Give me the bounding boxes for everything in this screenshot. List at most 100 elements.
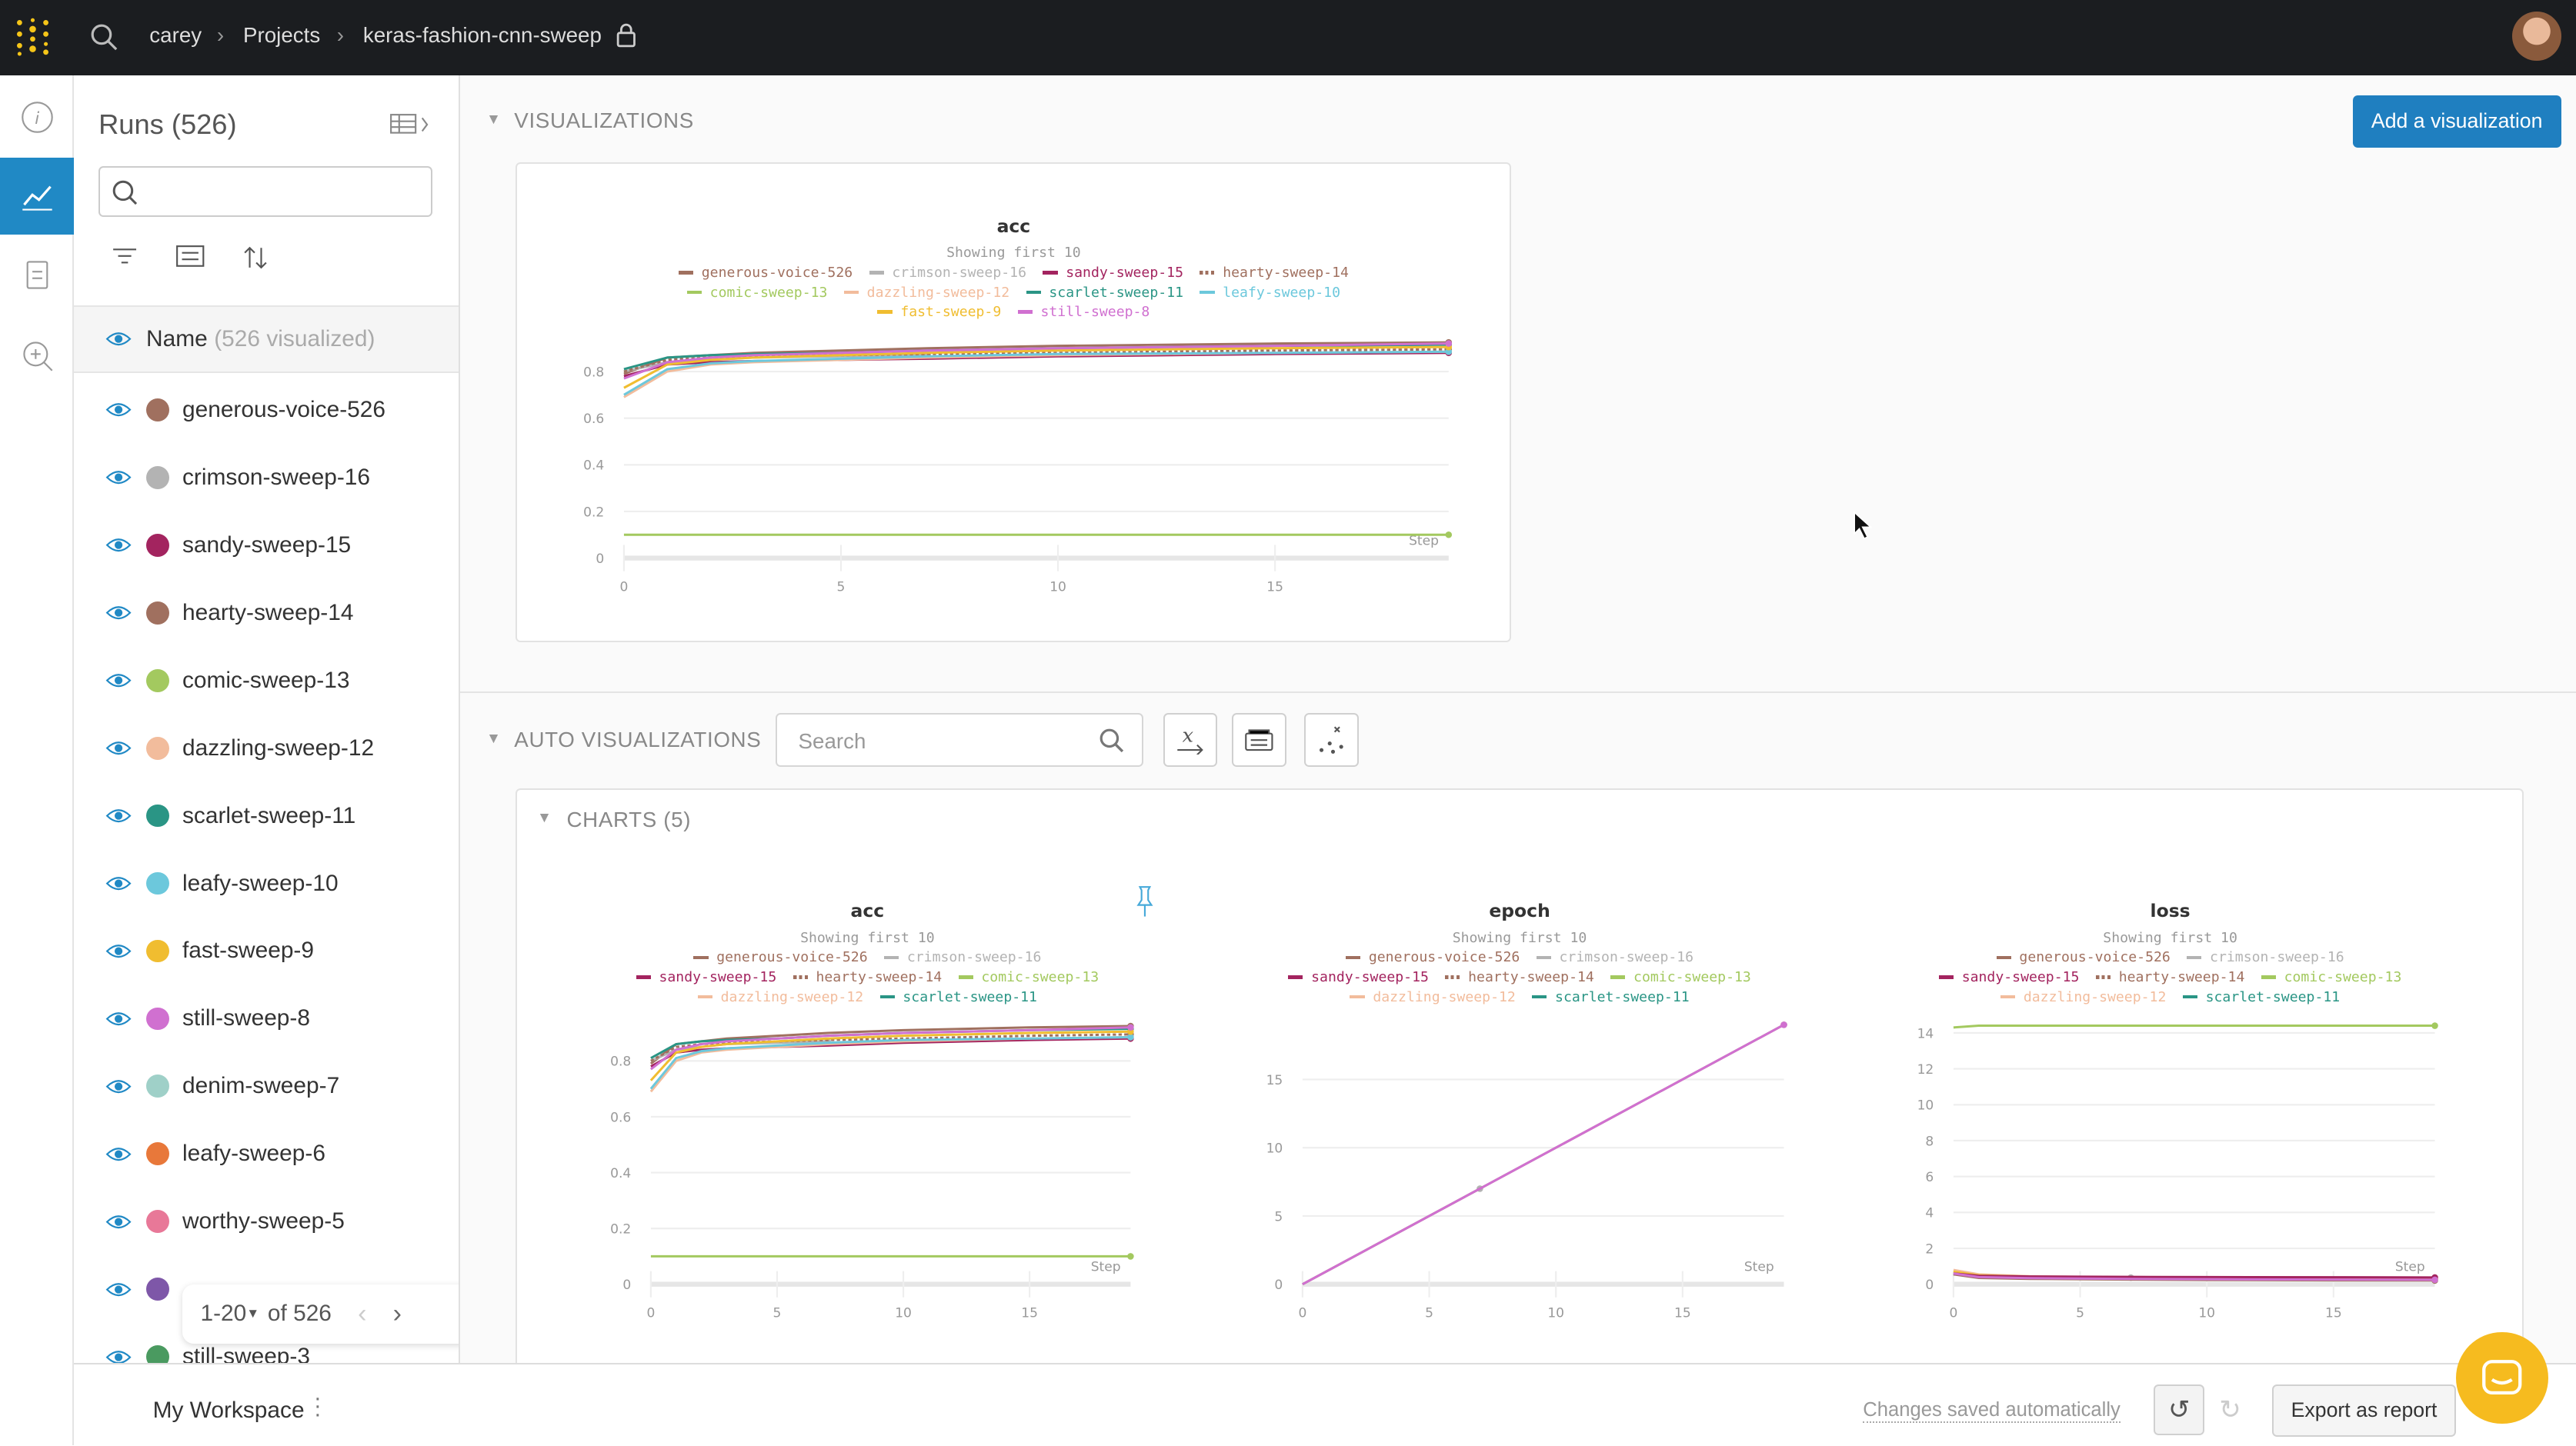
legend-item[interactable]: scarlet-sweep-11 <box>1532 989 1690 1005</box>
legend-item[interactable]: generous-voice-526 <box>1996 949 2171 965</box>
search-icon[interactable] <box>90 23 119 52</box>
run-color-dot[interactable] <box>146 1345 169 1364</box>
run-name[interactable]: generous-voice-526 <box>182 396 386 422</box>
kebab-menu-icon[interactable]: · · · <box>313 1384 322 1427</box>
charts-header[interactable]: CHARTS (5) <box>566 808 692 832</box>
eye-icon[interactable] <box>105 1011 132 1027</box>
chart-panel-acc[interactable] <box>516 162 1512 642</box>
legend-item[interactable]: fast-sweep-9 <box>877 304 1001 320</box>
eye-icon[interactable] <box>105 1078 132 1094</box>
run-row[interactable] <box>74 1256 459 1324</box>
eye-icon[interactable] <box>105 469 132 485</box>
legend-item[interactable]: dazzling-sweep-12 <box>2000 989 2166 1005</box>
run-color-dot[interactable] <box>146 804 169 828</box>
run-row[interactable]: still-sweep-3 <box>74 1324 459 1364</box>
series-line-fast-sweep-9[interactable] <box>649 1030 1131 1081</box>
breadcrumb-project[interactable]: keras-fashion-cnn-sweep <box>362 22 602 47</box>
workspace-name[interactable]: My Workspace <box>152 1397 305 1423</box>
sort-icon[interactable] <box>243 245 269 271</box>
series-line-still-sweep-8[interactable] <box>1302 1024 1785 1286</box>
legend-item[interactable]: crimson-sweep-16 <box>2187 949 2344 965</box>
legend-item[interactable]: sandy-sweep-15 <box>1288 969 1429 985</box>
export-report-button[interactable]: Export as report <box>2271 1384 2457 1438</box>
series-line-hearty-sweep-14[interactable] <box>649 1033 1131 1062</box>
breadcrumb-user[interactable]: carey <box>149 22 202 47</box>
run-name[interactable]: hearty-sweep-14 <box>182 599 354 625</box>
run-color-dot[interactable] <box>146 398 169 421</box>
table-toggle-icon[interactable] <box>389 113 432 136</box>
run-row[interactable]: leafy-sweep-6 <box>74 1121 459 1188</box>
runs-search-input[interactable] <box>98 165 432 217</box>
panel-search-input[interactable]: Search <box>775 712 1144 768</box>
prev-page-icon[interactable]: ‹ <box>358 1298 367 1328</box>
undo-button[interactable]: ↺ <box>2154 1384 2205 1435</box>
run-row[interactable]: still-sweep-8 <box>74 985 459 1053</box>
legend-item[interactable]: comic-sweep-13 <box>2261 969 2401 985</box>
run-row[interactable]: sandy-sweep-15 <box>74 511 459 579</box>
legend-item[interactable]: sandy-sweep-15 <box>1938 969 2079 985</box>
run-row[interactable]: generous-voice-526 <box>74 376 459 444</box>
run-name[interactable]: worthy-sweep-5 <box>182 1208 345 1234</box>
run-row[interactable]: hearty-sweep-14 <box>74 579 459 647</box>
outliers-button[interactable] <box>1304 712 1359 768</box>
smoothing-button[interactable] <box>1232 712 1286 768</box>
eye-icon[interactable] <box>105 875 132 891</box>
run-row[interactable]: fast-sweep-9 <box>74 918 459 985</box>
legend-item[interactable]: crimson-sweep-16 <box>1536 949 1693 965</box>
run-row[interactable]: denim-sweep-7 <box>74 1053 459 1121</box>
run-row[interactable]: crimson-sweep-16 <box>74 444 459 511</box>
rail-charts[interactable] <box>0 157 75 235</box>
run-color-dot[interactable] <box>146 1210 169 1234</box>
eye-icon[interactable] <box>105 740 132 756</box>
legend-item[interactable]: scarlet-sweep-11 <box>879 989 1037 1005</box>
run-color-dot[interactable] <box>146 939 169 963</box>
collapse-caret-icon[interactable]: ▼ <box>486 731 502 748</box>
rail-info[interactable]: i <box>0 78 74 155</box>
eye-icon[interactable] <box>105 672 132 688</box>
series-line-still-sweep-8[interactable] <box>623 342 1450 380</box>
run-name[interactable]: crimson-sweep-16 <box>182 464 371 490</box>
eye-icon[interactable] <box>105 401 132 418</box>
legend-item[interactable]: comic-sweep-13 <box>686 285 827 301</box>
legend-item[interactable]: generous-voice-526 <box>1345 949 1520 965</box>
legend-item[interactable]: hearty-sweep-14 <box>1445 969 1594 985</box>
caret-down-icon[interactable]: ▼ <box>246 1306 260 1321</box>
legend-item[interactable]: hearty-sweep-14 <box>792 969 942 985</box>
eye-icon[interactable] <box>105 605 132 621</box>
run-color-dot[interactable] <box>146 1278 169 1301</box>
legend-item[interactable]: comic-sweep-13 <box>958 969 1099 985</box>
legend-item[interactable]: crimson-sweep-16 <box>883 949 1041 965</box>
eye-icon[interactable] <box>105 1281 132 1298</box>
collapse-caret-icon[interactable]: ▼ <box>537 809 552 826</box>
legend-item[interactable]: sandy-sweep-15 <box>636 969 776 985</box>
legend-item[interactable]: scarlet-sweep-11 <box>1026 285 1183 301</box>
eye-icon[interactable] <box>105 1349 132 1364</box>
next-page-icon[interactable]: › <box>392 1298 402 1328</box>
name-column-header[interactable]: Name (526 visualized) <box>74 305 459 373</box>
series-line-comic-sweep-13[interactable] <box>1953 1025 2435 1029</box>
run-row[interactable]: scarlet-sweep-11 <box>74 782 459 850</box>
series-line-still-sweep-8[interactable] <box>1953 1272 2435 1281</box>
series-line-sandy-sweep-15[interactable] <box>1953 1272 2435 1279</box>
run-name[interactable]: still-sweep-8 <box>182 1005 310 1031</box>
auto-visualizations-header[interactable]: AUTO VISUALIZATIONS <box>514 727 762 751</box>
avatar[interactable] <box>2511 11 2561 61</box>
redo-button[interactable]: ↻ <box>2204 1384 2256 1435</box>
collapse-caret-icon[interactable]: ▼ <box>486 112 502 128</box>
series-line-still-sweep-8[interactable] <box>649 1026 1131 1071</box>
rail-zoom[interactable] <box>0 317 74 394</box>
legend-item[interactable]: scarlet-sweep-11 <box>2182 989 2340 1005</box>
chat-button[interactable] <box>2456 1331 2548 1424</box>
x-axis-button[interactable]: x <box>1163 712 1218 768</box>
eye-icon[interactable] <box>105 943 132 959</box>
run-name[interactable]: sandy-sweep-15 <box>182 531 352 558</box>
legend-item[interactable]: dazzling-sweep-12 <box>843 285 1009 301</box>
visualizations-header[interactable]: VISUALIZATIONS <box>514 108 694 132</box>
run-name[interactable]: leafy-sweep-10 <box>182 870 339 896</box>
filter-icon[interactable] <box>112 246 138 266</box>
run-name[interactable]: fast-sweep-9 <box>182 938 314 964</box>
series-line-leafy-sweep-10[interactable] <box>623 351 1450 397</box>
eye-icon[interactable] <box>105 331 132 347</box>
legend-item[interactable]: sandy-sweep-15 <box>1043 265 1183 281</box>
legend-item[interactable]: hearty-sweep-14 <box>1200 265 1349 281</box>
